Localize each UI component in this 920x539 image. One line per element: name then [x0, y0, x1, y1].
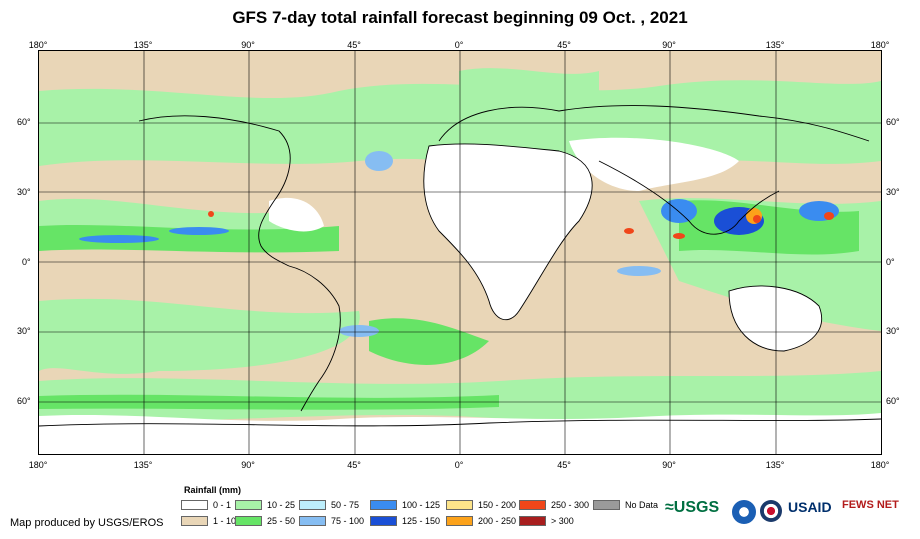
lon-label-top-2: 135° [133, 40, 153, 50]
legend-item-250-300: 250 - 300 [519, 500, 589, 510]
legend-label: 0 - 1 [213, 500, 232, 510]
lon-label-bottom-2: 135° [133, 460, 153, 470]
usaid-logo-text: USAID [788, 499, 832, 515]
legend-swatch [235, 500, 262, 510]
lat-label-right-60s: 60° [886, 396, 900, 406]
lon-label-top-5: 0° [454, 40, 464, 50]
graticule-lines [39, 51, 881, 454]
legend-swatch [299, 516, 326, 526]
legend-swatch [519, 516, 546, 526]
legend-label: 150 - 200 [478, 500, 517, 510]
noaa-icon [732, 500, 756, 524]
legend-item-no-data: No Data [593, 500, 658, 510]
dhs-logo [760, 500, 782, 522]
lat-label-right-60n: 60° [886, 117, 900, 127]
rainfall-map [38, 50, 882, 455]
fews-net-logo: FEWS NET [842, 499, 899, 511]
map-credit: Map produced by USGS/EROS [10, 517, 164, 529]
legend-item-150-200: 150 - 200 [446, 500, 516, 510]
lon-label-bottom-9: 180° [870, 460, 890, 470]
legend-item-100-125: 100 - 125 [370, 500, 440, 510]
lon-label-top-8: 135° [765, 40, 785, 50]
rainfall-extreme-areas [208, 208, 834, 239]
lat-label-right-30s: 30° [886, 326, 900, 336]
legend-swatch [299, 500, 326, 510]
legend-swatch [370, 500, 397, 510]
lon-label-bottom-1: 180° [28, 460, 48, 470]
legend-swatch [593, 500, 620, 510]
legend-item-200-250: 200 - 250 [446, 516, 516, 526]
lon-label-top-9: 180° [870, 40, 890, 50]
legend-item-over-300: > 300 [519, 516, 574, 526]
fews-net-logo-text: FEWS NET [842, 499, 899, 511]
legend-item-0-1: 0 - 1 [181, 500, 231, 510]
legend-item-75-100: 75 - 100 [299, 516, 364, 526]
legend-label: 10 - 25 [267, 500, 296, 510]
legend-item-10-25: 10 - 25 [235, 500, 295, 510]
legend-swatch [446, 516, 473, 526]
lon-label-bottom-8: 135° [765, 460, 785, 470]
usaid-logo: USAID [788, 499, 832, 515]
lat-label-right-30n: 30° [886, 187, 900, 197]
lon-label-top-7: 90° [662, 40, 676, 50]
legend-label: 50 - 75 [331, 500, 360, 510]
lon-label-top-1: 180° [28, 40, 48, 50]
lon-label-bottom-4: 45° [347, 460, 361, 470]
legend-label: 1 - 10 [213, 516, 237, 526]
rainfall-map-canvas [39, 51, 881, 454]
lon-label-bottom-5: 0° [454, 460, 464, 470]
lat-label-left-30n: 30° [17, 187, 31, 197]
legend-swatch [181, 516, 208, 526]
lon-label-bottom-6: 45° [557, 460, 571, 470]
usgs-logo-text: ≈USGS [665, 499, 720, 516]
legend-label: 25 - 50 [267, 516, 296, 526]
legend-label: 100 - 125 [402, 500, 441, 510]
legend-label: 125 - 150 [402, 516, 441, 526]
legend-swatch [446, 500, 473, 510]
legend-swatch [181, 500, 208, 510]
legend-swatch [519, 500, 546, 510]
usgs-logo: ≈USGS [665, 499, 719, 517]
lon-label-bottom-3: 90° [241, 460, 255, 470]
legend-item-50-75: 50 - 75 [299, 500, 359, 510]
legend-item-125-150: 125 - 150 [370, 516, 440, 526]
legend-title: Rainfall (mm) [184, 485, 242, 495]
lon-label-top-4: 45° [347, 40, 361, 50]
lat-label-right-0: 0° [886, 257, 895, 267]
lon-label-bottom-7: 90° [662, 460, 676, 470]
legend-swatch [235, 516, 262, 526]
legend-label: 200 - 250 [478, 516, 517, 526]
legend-label: > 300 [551, 516, 574, 526]
dhs-seal-icon [760, 500, 782, 522]
map-title: GFS 7-day total rainfall forecast beginn… [232, 8, 688, 27]
lat-label-left-30s: 30° [17, 326, 31, 336]
legend-item-25-50: 25 - 50 [235, 516, 295, 526]
noaa-logo [732, 500, 756, 524]
legend-item-1-10: 1 - 10 [181, 516, 236, 526]
lon-label-top-6: 45° [557, 40, 571, 50]
legend-label: 75 - 100 [331, 516, 365, 526]
coastlines [39, 105, 881, 427]
lat-label-left-0: 0° [22, 257, 31, 267]
lat-label-left-60s: 60° [17, 396, 31, 406]
legend-label: 250 - 300 [551, 500, 590, 510]
legend-swatch [370, 516, 397, 526]
legend-label: No Data [625, 500, 659, 510]
lon-label-top-3: 90° [241, 40, 255, 50]
lat-label-left-60n: 60° [17, 117, 31, 127]
